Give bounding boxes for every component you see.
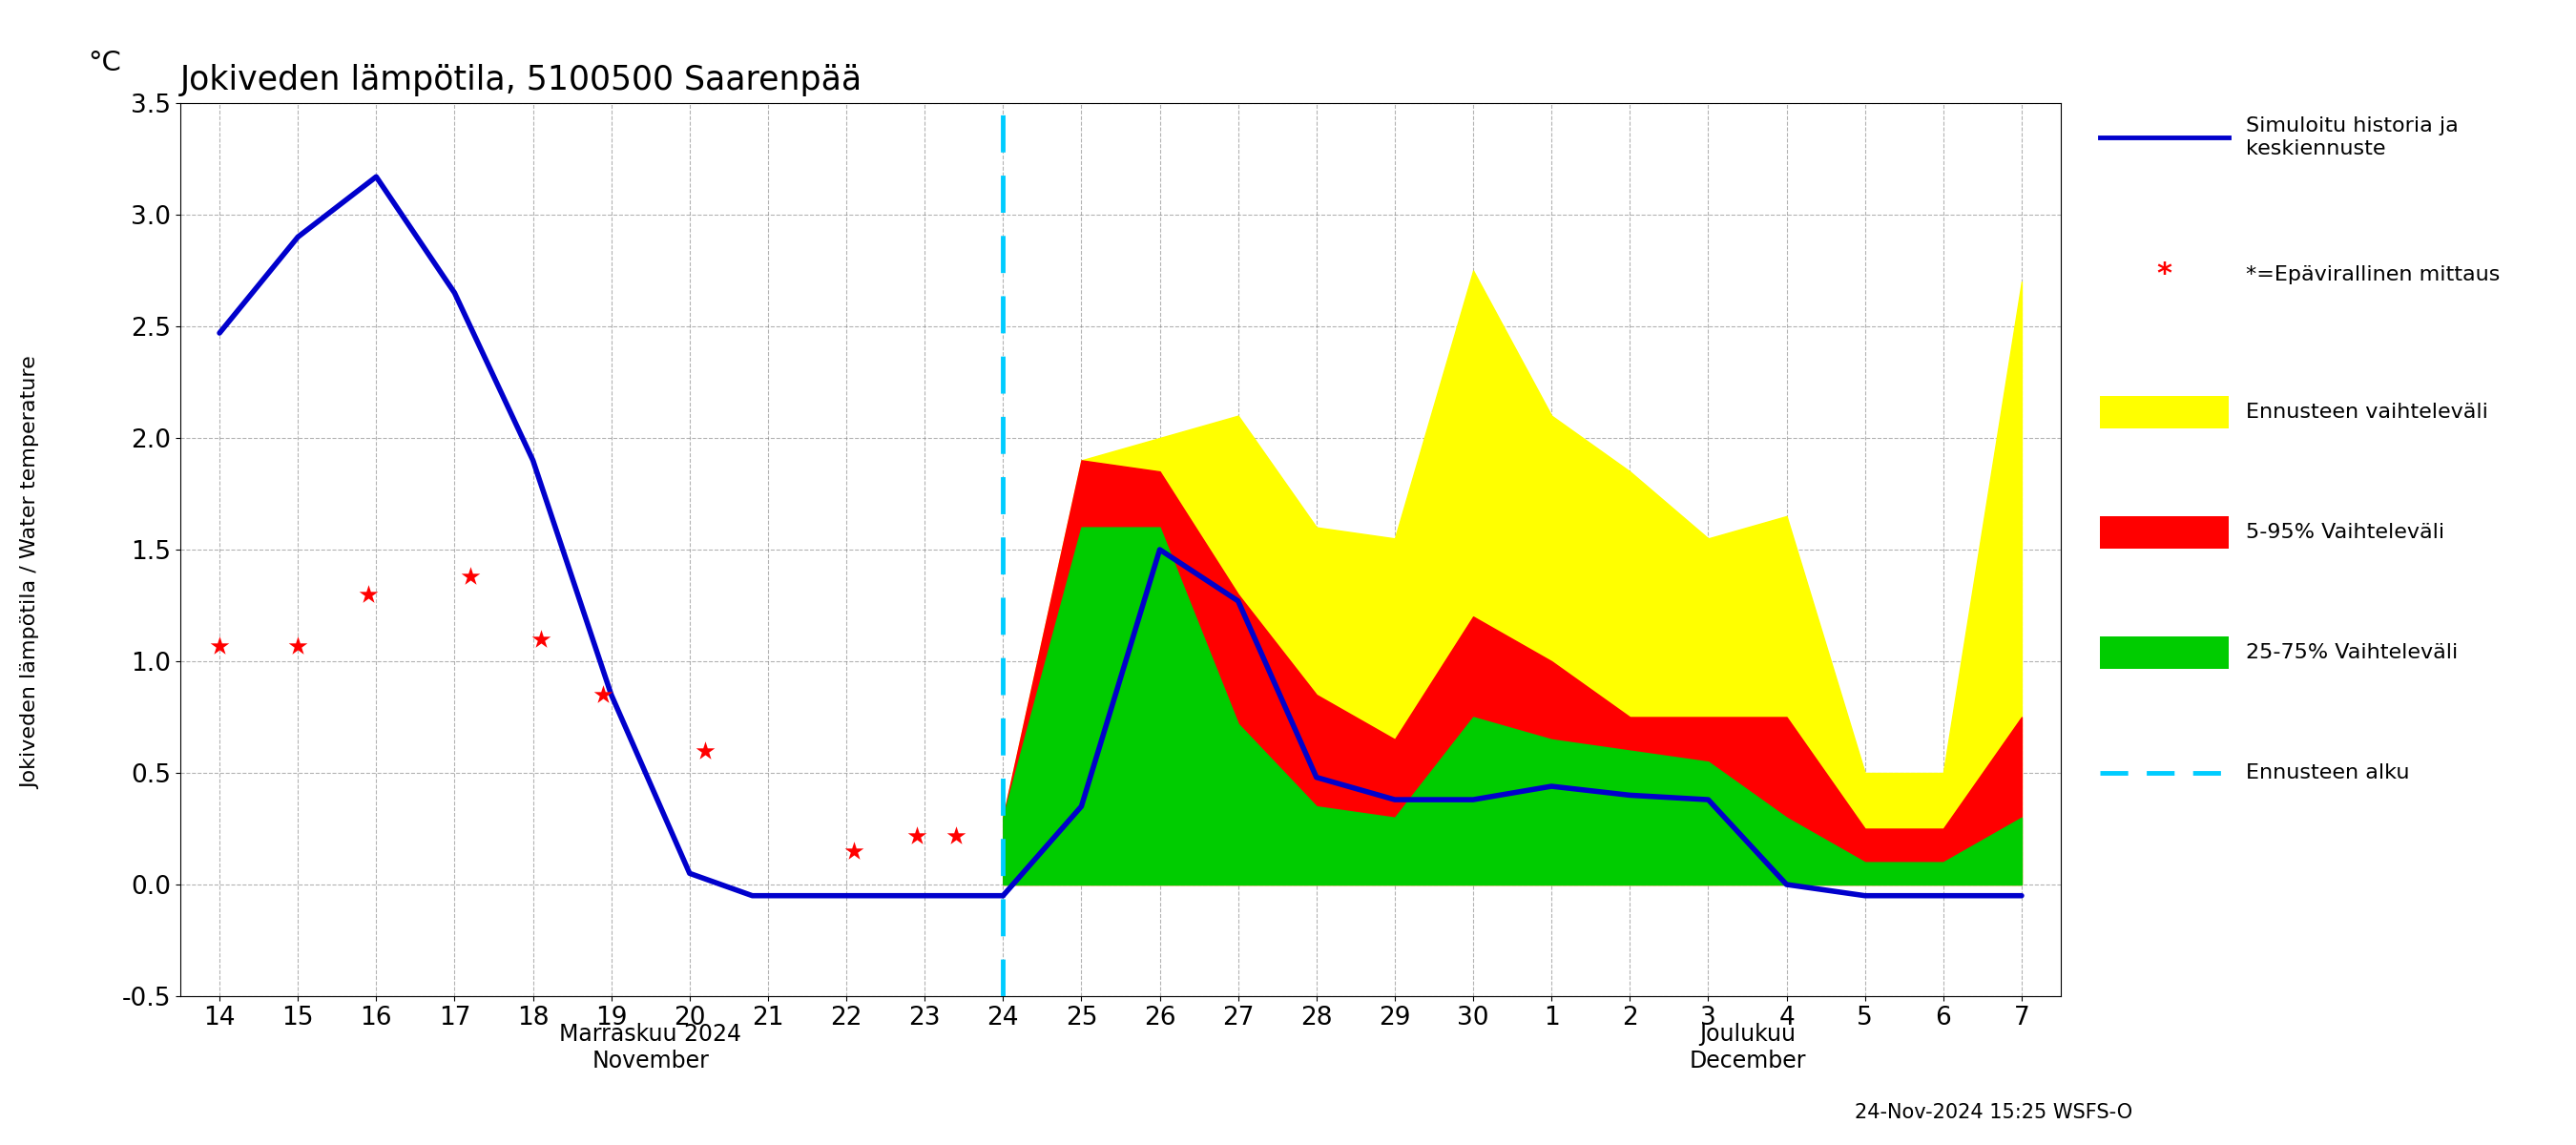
Point [582, 686, 623, 704]
Point [198, 637, 240, 655]
Point [451, 567, 492, 585]
Point [935, 827, 976, 845]
Text: 25-75% Vaihteleväli: 25-75% Vaihteleväli [2246, 643, 2458, 662]
Point [278, 637, 319, 655]
Text: Jokiveden lämpötila, 5100500 Saarenpää: Jokiveden lämpötila, 5100500 Saarenpää [180, 64, 863, 96]
Point [520, 630, 562, 648]
Point [835, 842, 876, 860]
Text: Joulukuu
December: Joulukuu December [1690, 1022, 1806, 1073]
Text: 5-95% Vaihteleväli: 5-95% Vaihteleväli [2246, 523, 2445, 542]
Text: *: * [2156, 261, 2172, 289]
Y-axis label: °C: °C [88, 49, 121, 77]
Point [685, 742, 726, 760]
Point [896, 827, 938, 845]
Point [348, 585, 389, 603]
Text: Jokiveden lämpötila / Water temperature: Jokiveden lämpötila / Water temperature [21, 356, 41, 789]
Text: Simuloitu historia ja
keskiennuste: Simuloitu historia ja keskiennuste [2246, 117, 2458, 158]
Text: Marraskuu 2024
November: Marraskuu 2024 November [559, 1022, 742, 1073]
Text: *=Epävirallinen mittaus: *=Epävirallinen mittaus [2246, 266, 2501, 284]
Text: 24-Nov-2024 15:25 WSFS-O: 24-Nov-2024 15:25 WSFS-O [1855, 1103, 2133, 1122]
Text: Ennusteen vaihteleväli: Ennusteen vaihteleväli [2246, 403, 2488, 421]
Text: Ennusteen alku: Ennusteen alku [2246, 764, 2411, 782]
